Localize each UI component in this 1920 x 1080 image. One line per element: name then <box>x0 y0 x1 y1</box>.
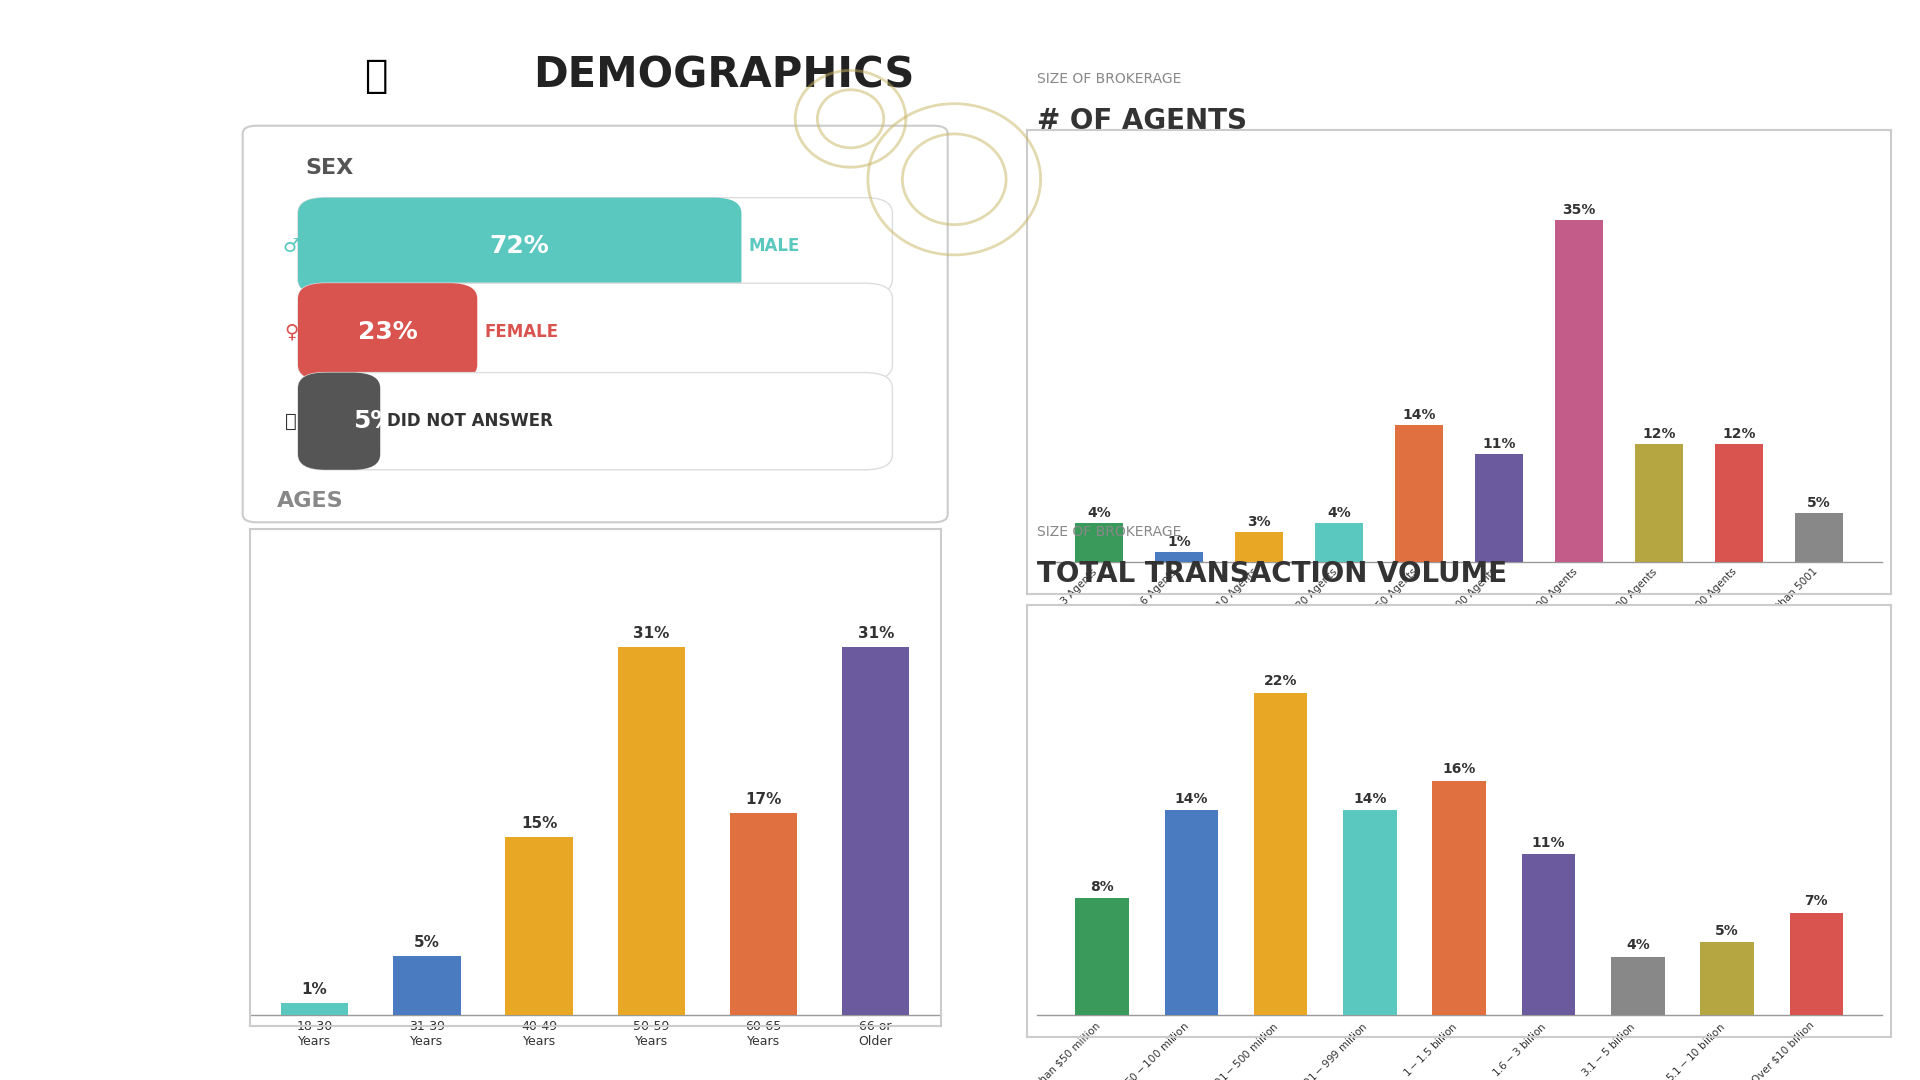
Bar <box>1701 942 1753 1015</box>
Text: 12%: 12% <box>1642 428 1676 442</box>
FancyBboxPatch shape <box>242 125 948 523</box>
Text: 5%: 5% <box>415 935 440 950</box>
Bar <box>1396 424 1444 562</box>
Text: 14%: 14% <box>1175 792 1208 806</box>
Bar <box>1344 810 1396 1015</box>
Text: 4%: 4% <box>1087 505 1112 519</box>
Bar <box>1156 552 1204 562</box>
Text: 4%: 4% <box>1626 939 1649 953</box>
Text: 2025: 2025 <box>23 432 146 475</box>
Bar <box>505 837 572 1015</box>
Bar <box>1075 523 1123 562</box>
Bar <box>1254 692 1308 1015</box>
Bar <box>1523 854 1574 1015</box>
Text: 35%: 35% <box>1563 203 1596 217</box>
Text: 17%: 17% <box>745 793 781 808</box>
Bar <box>394 956 461 1015</box>
FancyBboxPatch shape <box>298 283 893 380</box>
Text: Industry: Industry <box>23 861 167 889</box>
Bar <box>1611 957 1665 1015</box>
Text: AGES: AGES <box>276 491 344 512</box>
Text: 11%: 11% <box>1532 836 1565 850</box>
Bar <box>1795 513 1843 562</box>
Text: # OF AGENTS: # OF AGENTS <box>1037 107 1246 135</box>
Text: 14%: 14% <box>1402 408 1436 422</box>
Text: 5%: 5% <box>1715 923 1740 937</box>
Bar <box>1789 913 1843 1015</box>
Text: 8%: 8% <box>1091 879 1114 893</box>
Text: 22%: 22% <box>1263 674 1298 688</box>
FancyBboxPatch shape <box>298 198 741 295</box>
Bar <box>280 1003 348 1015</box>
Bar <box>1475 454 1523 562</box>
Text: FEMALE: FEMALE <box>484 323 559 341</box>
Text: Leadership: Leadership <box>23 612 211 640</box>
Text: 14%: 14% <box>1354 792 1386 806</box>
Text: TOTAL TRANSACTION VOLUME: TOTAL TRANSACTION VOLUME <box>1037 561 1507 589</box>
Text: DEMOGRAPHICS: DEMOGRAPHICS <box>534 55 914 96</box>
Text: 1%: 1% <box>1167 535 1190 549</box>
Bar <box>1235 532 1283 562</box>
Text: 5%: 5% <box>1807 496 1832 510</box>
Text: 15%: 15% <box>520 816 557 832</box>
Text: SIZE OF BROKERAGE: SIZE OF BROKERAGE <box>1037 71 1181 85</box>
Text: Real Estate: Real Estate <box>23 785 217 813</box>
Text: 5%: 5% <box>353 409 396 433</box>
Text: ♂: ♂ <box>282 237 300 256</box>
Text: DELTA: DELTA <box>44 56 177 95</box>
FancyBboxPatch shape <box>298 373 893 470</box>
FancyBboxPatch shape <box>298 373 380 470</box>
Text: 1%: 1% <box>301 983 328 998</box>
Text: MEDIA GROUP: MEDIA GROUP <box>65 102 156 114</box>
Text: 16%: 16% <box>1442 762 1476 777</box>
Text: 72%: 72% <box>490 234 549 258</box>
Text: 11%: 11% <box>1482 437 1517 451</box>
Text: 31%: 31% <box>634 626 670 640</box>
Bar <box>1715 444 1763 562</box>
Text: 7%: 7% <box>1805 894 1828 908</box>
Text: 3%: 3% <box>1248 515 1271 529</box>
Text: 31%: 31% <box>858 626 895 640</box>
Text: SEX: SEX <box>305 159 353 178</box>
Bar <box>1555 219 1603 562</box>
Text: 12%: 12% <box>1722 428 1757 442</box>
Bar <box>730 813 797 1015</box>
Text: 💡: 💡 <box>365 56 388 95</box>
Bar <box>618 647 685 1015</box>
Bar <box>843 647 910 1015</box>
Text: 23%: 23% <box>357 320 417 343</box>
Bar <box>1636 444 1684 562</box>
Bar <box>1432 781 1486 1015</box>
Text: MALE: MALE <box>749 238 801 255</box>
Text: ♀: ♀ <box>284 322 298 341</box>
Bar <box>1075 897 1129 1015</box>
Bar <box>1315 523 1363 562</box>
Text: 4%: 4% <box>1327 505 1352 519</box>
FancyBboxPatch shape <box>298 283 478 380</box>
Text: SIZE OF BROKERAGE: SIZE OF BROKERAGE <box>1037 525 1181 539</box>
Text: Survey: Survey <box>23 688 140 716</box>
FancyBboxPatch shape <box>298 198 893 295</box>
Text: DID NOT ANSWER: DID NOT ANSWER <box>388 413 553 430</box>
Bar <box>1165 810 1217 1015</box>
Text: ⬛: ⬛ <box>286 411 298 431</box>
Text: Delta Media: Delta Media <box>23 537 228 565</box>
